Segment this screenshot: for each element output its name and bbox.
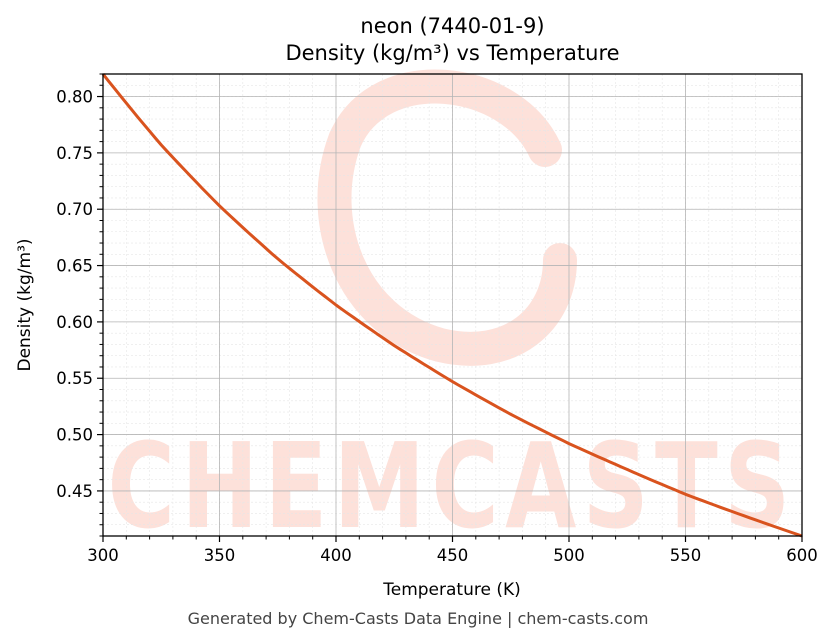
x-tick-label: 500	[553, 546, 585, 565]
chart-subtitle: Density (kg/m³) vs Temperature	[285, 41, 620, 65]
x-tick-label: 550	[670, 546, 702, 565]
y-tick-labels: 0.45 0.50 0.55 0.60 0.65 0.70 0.75 0.80	[56, 88, 93, 501]
axis-ticks	[97, 73, 803, 542]
y-tick-label: 0.80	[56, 88, 93, 107]
y-tick-label: 0.75	[56, 144, 93, 163]
y-tick-label: 0.45	[56, 482, 93, 501]
watermark-logo-arc	[317, 69, 577, 366]
y-tick-label: 0.50	[56, 426, 93, 445]
x-tick-label: 350	[204, 546, 236, 565]
x-axis-label: Temperature (K)	[382, 580, 521, 600]
x-tick-label: 300	[87, 546, 119, 565]
watermark-text: CHEMCASTS	[108, 417, 797, 555]
series-line	[101, 73, 803, 538]
y-tick-label: 0.55	[56, 369, 93, 388]
chart-title: neon (7440-01-9)	[360, 14, 545, 38]
x-tick-label: 450	[437, 546, 469, 565]
series-layer	[101, 73, 803, 538]
x-tick-label: 400	[320, 546, 352, 565]
y-tick-label: 0.65	[56, 257, 93, 276]
chemcasts-watermark: CHEMCASTS	[108, 69, 797, 555]
footer-credit: Generated by Chem-Casts Data Engine | ch…	[187, 609, 649, 628]
y-axis-label: Density (kg/m³)	[15, 238, 35, 371]
x-tick-labels: 300 350 400 450 500 550 600	[87, 546, 818, 565]
x-tick-label: 600	[786, 546, 818, 565]
y-tick-label: 0.70	[56, 200, 93, 219]
y-tick-label: 0.60	[56, 313, 93, 332]
